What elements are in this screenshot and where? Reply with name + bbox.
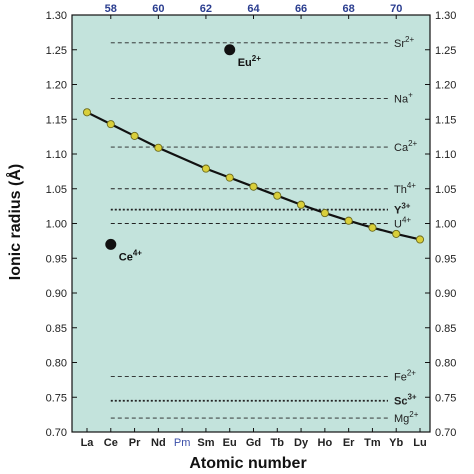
y-tick-label-right: 0.80 <box>435 358 456 370</box>
x-tick-label-er: Er <box>343 437 355 449</box>
data-point-yb <box>392 229 401 238</box>
top-tick-label: 60 <box>152 3 164 15</box>
top-tick-label: 64 <box>247 3 260 15</box>
series-group <box>82 108 425 244</box>
reference-label-ca: Ca2+ <box>394 139 418 154</box>
top-tick-label: 68 <box>343 3 355 15</box>
data-point-er <box>344 216 353 225</box>
x-tick-label-gd: Gd <box>246 437 261 449</box>
x-tick-label-yb: Yb <box>389 437 403 449</box>
x-tick-label-nd: Nd <box>151 437 166 449</box>
special-point-ce <box>105 238 117 250</box>
y-tick-label-left: 1.10 <box>46 149 67 161</box>
x-tick-label-eu: Eu <box>223 437 237 449</box>
data-point-la <box>82 108 92 117</box>
y-tick-label-right: 1.15 <box>435 114 456 126</box>
special-point-eu <box>224 44 236 56</box>
y-tick-label-right: 1.10 <box>435 149 456 161</box>
y-tick-label-right: 0.90 <box>435 288 456 300</box>
special-points: Ce4+ Eu2+ <box>105 44 261 263</box>
y-tick-label-left: 0.90 <box>46 288 67 300</box>
axes: 0.70 0.75 0.80 0.85 0.90 0.95 1.00 1.05 1.10 1.15… <box>46 3 457 449</box>
x-tick-label-la: La <box>81 437 95 449</box>
y-tick-label-right: 1.05 <box>435 184 456 196</box>
data-point-tm <box>368 223 377 232</box>
y-tick-label-right: 1.00 <box>435 219 456 231</box>
x-tick-label-ho: Ho <box>318 437 333 449</box>
x-tick-label-pr: Pr <box>129 437 141 449</box>
reference-label-mg: Mg2+ <box>394 410 419 425</box>
data-point-pr <box>130 131 139 140</box>
x-tick-label-lu: Lu <box>413 437 426 449</box>
data-point-ho <box>320 209 329 218</box>
y-tick-label-left: 0.70 <box>46 427 67 439</box>
y-tick-label-left: 0.80 <box>46 358 67 370</box>
reference-label-th: Th4+ <box>394 181 416 196</box>
reference-label-na: Na+ <box>394 90 413 105</box>
x-axis-title: Atomic number <box>189 455 306 472</box>
y-tick-label-right: 0.85 <box>435 323 456 335</box>
y-tick-label-right: 1.25 <box>435 45 456 57</box>
x-tick-label-dy: Dy <box>294 437 309 449</box>
y-tick-label-right: 0.95 <box>435 253 456 265</box>
x-tick-label-pm: Pm <box>174 437 191 449</box>
top-tick-label: 66 <box>295 3 307 15</box>
reference-label-fe: Fe2+ <box>394 368 416 383</box>
y-tick-label-left: 1.30 <box>46 10 67 22</box>
special-point-label-ce: Ce4+ <box>119 248 143 263</box>
top-tick-label: 58 <box>105 3 117 15</box>
y-tick-label-right: 0.75 <box>435 392 456 404</box>
data-point-dy <box>297 200 306 209</box>
special-point-label-eu: Eu2+ <box>238 54 262 69</box>
x-tick-label-tm: Tm <box>364 437 381 449</box>
y-tick-label-right: 1.30 <box>435 10 456 22</box>
reference-label-sc: Sc3+ <box>394 393 417 408</box>
x-tick-label-ce: Ce <box>104 437 118 449</box>
data-point-ce <box>106 120 115 129</box>
series-line <box>86 111 421 241</box>
reference-lines: Sr2+ Na+ Ca2+ Th4+ Y3+U4+ Fe2+ Sc3+ Mg2+ <box>110 35 419 425</box>
y-tick-label-right: 0.70 <box>435 427 456 439</box>
data-point-eu <box>225 173 234 182</box>
x-tick-label-tb: Tb <box>271 437 285 449</box>
top-tick-label: 70 <box>390 3 402 15</box>
reference-label-y: Y3+ <box>394 202 411 217</box>
y-tick-label-left: 1.25 <box>46 45 67 57</box>
y-tick-label-left: 1.05 <box>46 184 67 196</box>
data-point-gd <box>249 182 258 191</box>
reference-label-sr: Sr2+ <box>394 35 414 50</box>
data-point-nd <box>154 143 163 152</box>
x-tick-label-sm: Sm <box>197 437 214 449</box>
y-tick-label-left: 1.20 <box>46 80 67 92</box>
y-tick-label-left: 0.85 <box>46 323 67 335</box>
y-tick-label-right: 1.20 <box>435 80 456 92</box>
y-axis-title: Ionic radius (Å) <box>5 164 24 280</box>
data-point-tb <box>273 191 282 200</box>
y-tick-label-left: 1.15 <box>46 114 67 126</box>
top-tick-label: 62 <box>200 3 212 15</box>
y-tick-label-left: 1.00 <box>46 219 67 231</box>
data-point-lu <box>415 235 425 244</box>
reference-label-u: U4+ <box>394 216 411 231</box>
data-point-sm <box>201 164 210 173</box>
y-tick-label-left: 0.75 <box>46 392 67 404</box>
y-tick-label-left: 0.95 <box>46 253 67 265</box>
